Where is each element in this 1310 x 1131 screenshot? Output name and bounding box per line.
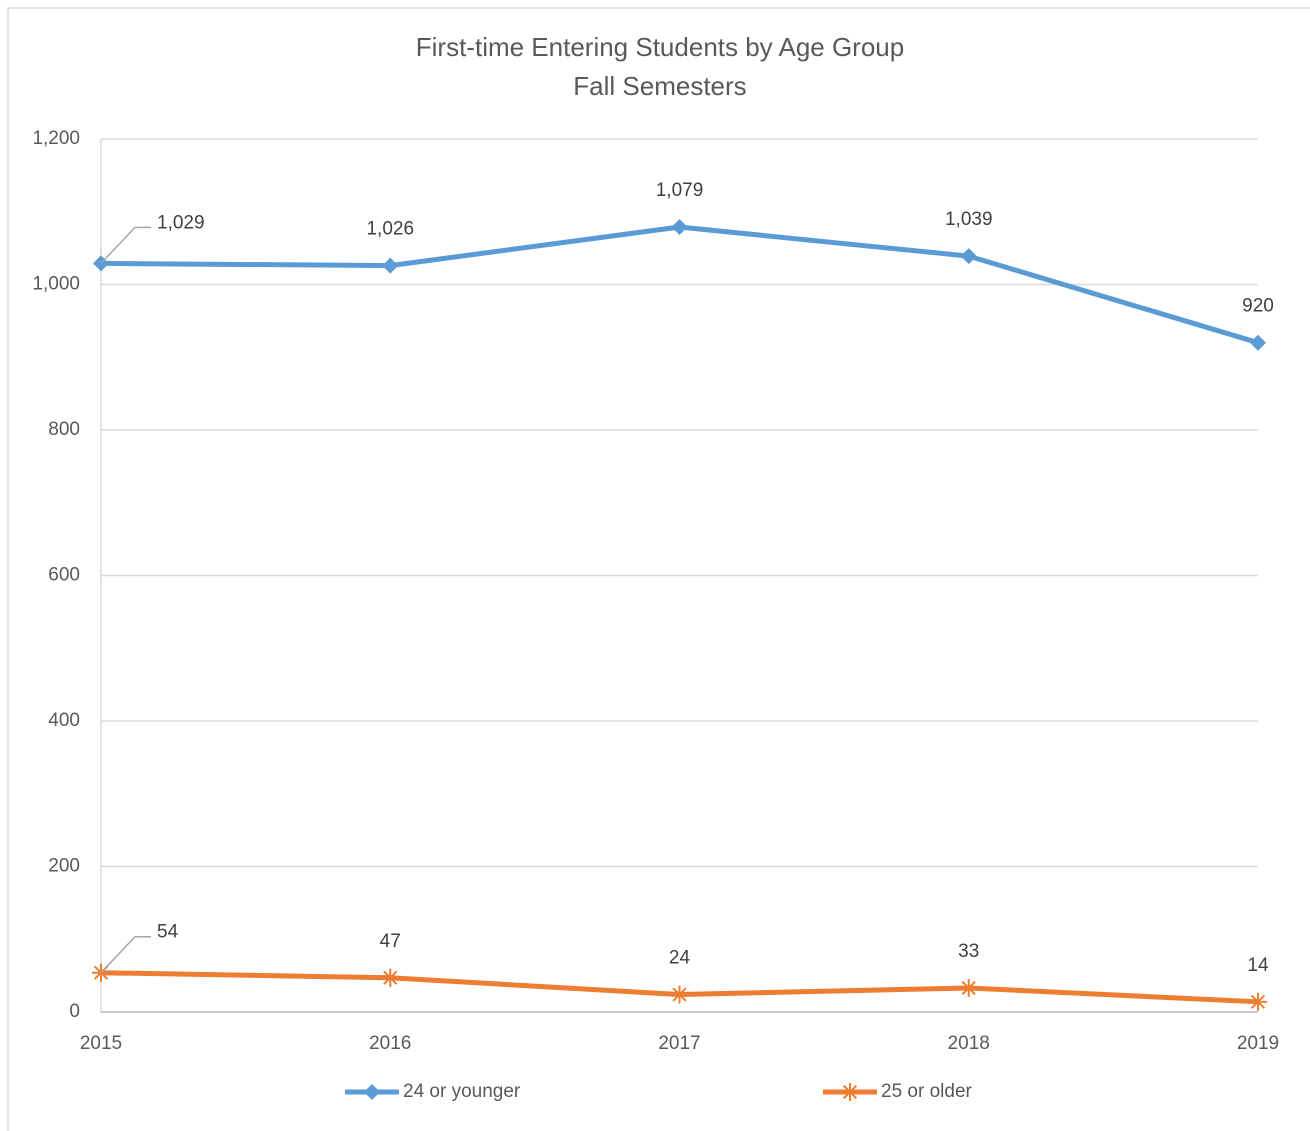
point-marker: [671, 219, 688, 236]
data-label: 54: [157, 922, 179, 943]
legend-label: 25 or older: [881, 1081, 973, 1102]
y-tick-label: 600: [48, 565, 80, 586]
y-tick-label: 0: [69, 1001, 80, 1022]
point-marker: [1250, 334, 1266, 351]
data-label: 1,029: [157, 212, 205, 233]
data-label: 47: [380, 931, 401, 952]
y-tick-label: 800: [48, 419, 80, 440]
data-label: 24: [669, 948, 691, 969]
point-marker: [381, 968, 400, 987]
point-marker: [959, 978, 978, 997]
chart-border: [7, 7, 1310, 1131]
x-tick-label: 2019: [1237, 1033, 1279, 1054]
point-marker: [1249, 992, 1267, 1011]
data-label: 1,079: [656, 180, 704, 201]
point-marker: [382, 257, 399, 274]
data-label: 1,026: [366, 219, 414, 240]
point-marker: [841, 1083, 859, 1101]
x-tick-label: 2017: [658, 1033, 700, 1054]
x-tick-label: 2018: [948, 1033, 990, 1054]
chart-subtitle: Fall Semesters: [573, 71, 746, 101]
point-marker: [960, 248, 977, 265]
point-marker: [670, 985, 689, 1004]
y-tick-label: 200: [48, 856, 80, 877]
data-label: 1,039: [945, 209, 993, 230]
data-label: 33: [958, 941, 979, 962]
leader-line: [100, 935, 151, 974]
leader-line: [100, 226, 151, 264]
x-tick-label: 2015: [80, 1033, 122, 1054]
chart-title: First-time Entering Students by Age Grou…: [416, 32, 904, 62]
point-marker: [364, 1084, 380, 1100]
y-tick-label: 1,200: [32, 128, 80, 149]
data-label: 14: [1247, 955, 1269, 976]
x-tick-label: 2016: [369, 1033, 411, 1054]
y-tick-label: 1,000: [32, 274, 80, 295]
data-label: 920: [1242, 296, 1274, 317]
y-tick-label: 400: [48, 710, 80, 731]
legend-label: 24 or younger: [403, 1081, 521, 1102]
